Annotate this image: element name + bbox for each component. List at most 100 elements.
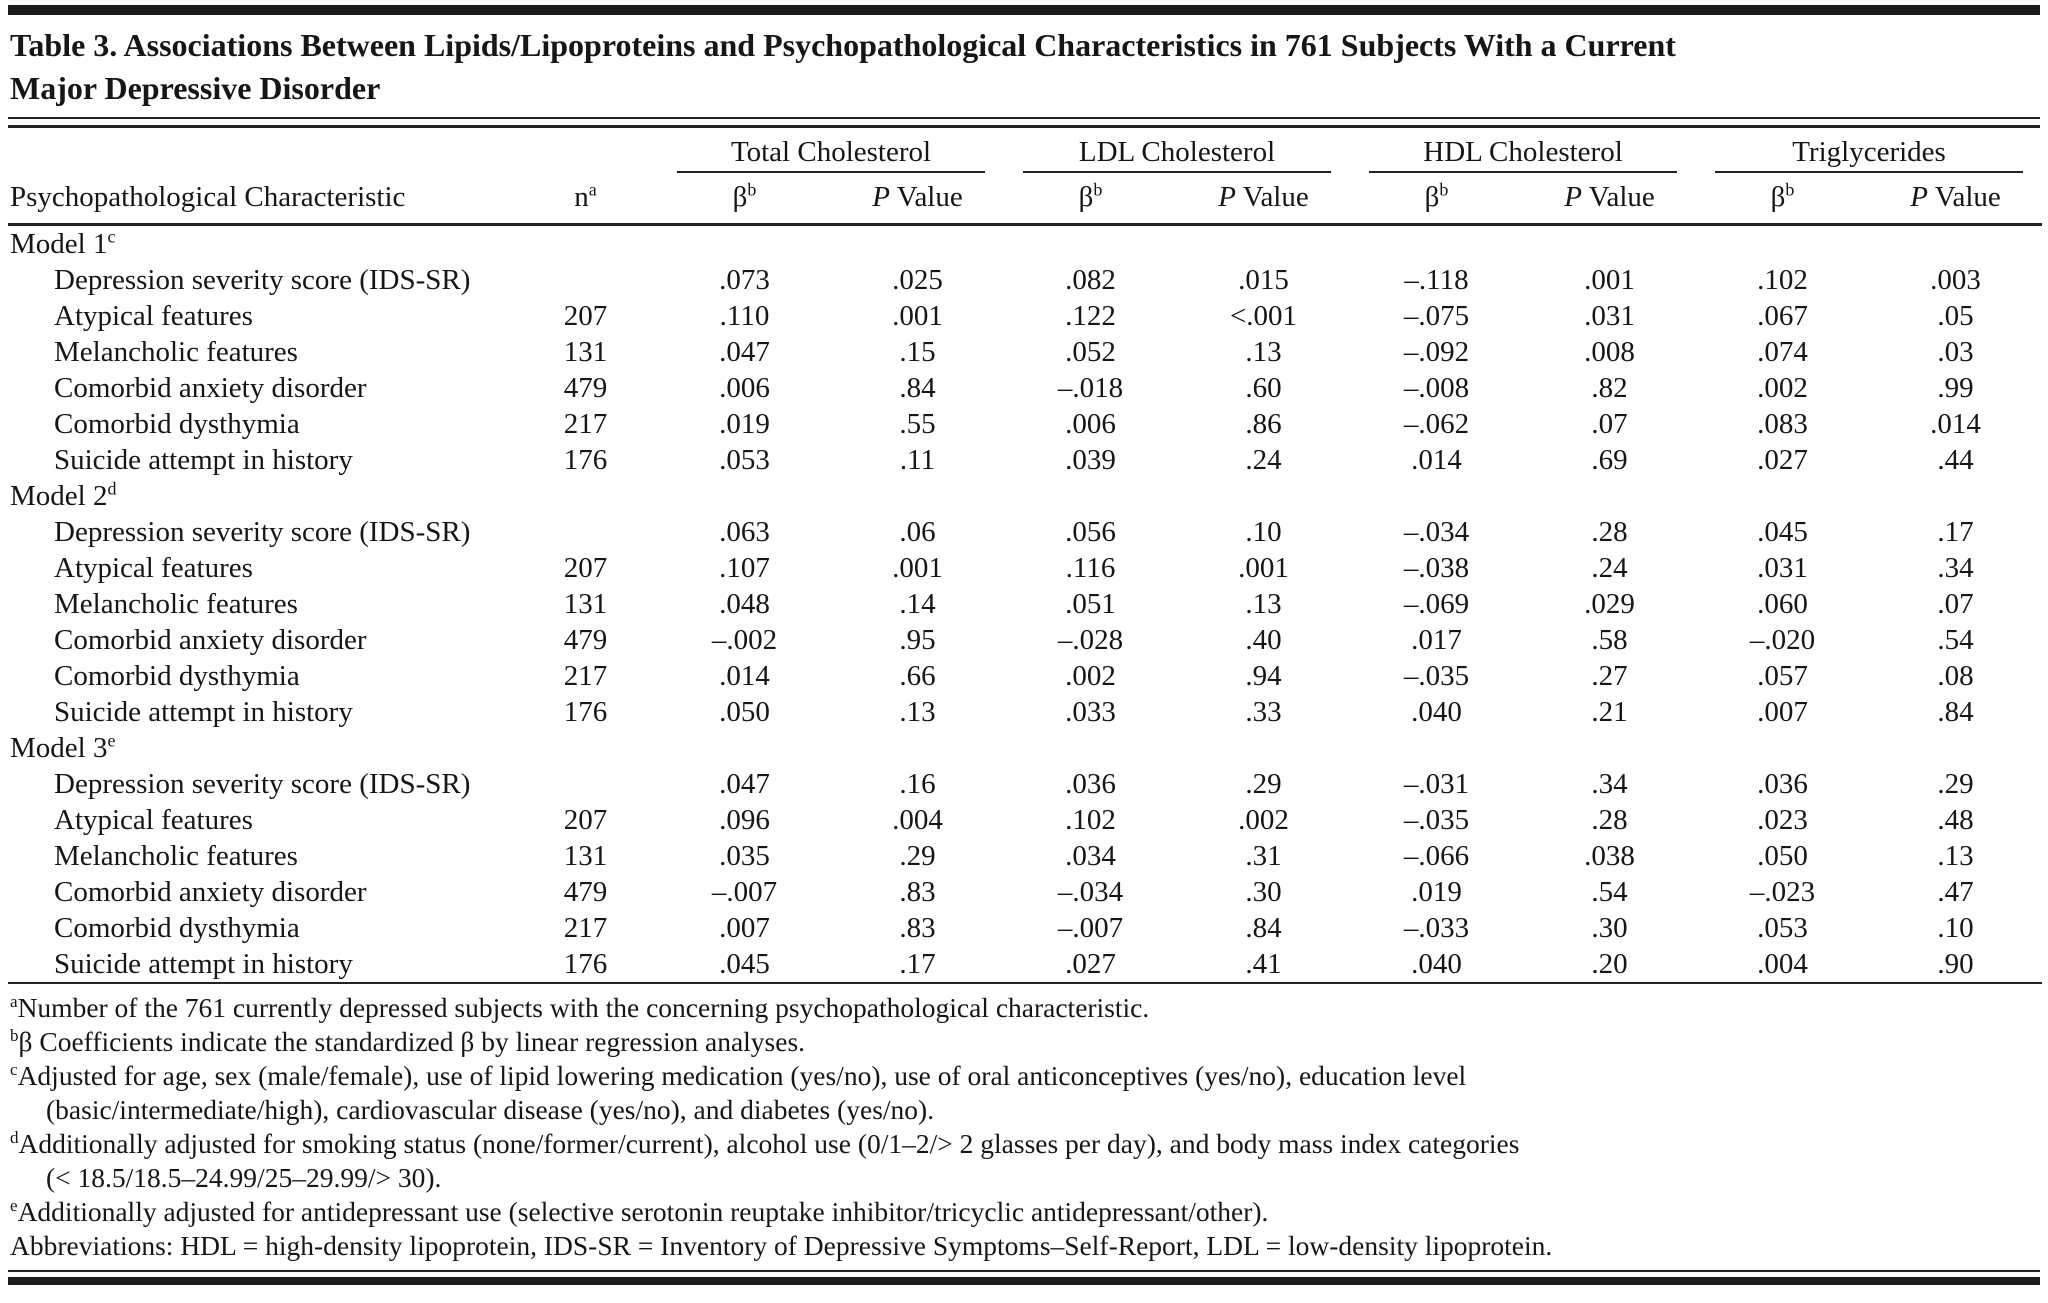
value-cell: .014	[1411, 444, 1462, 476]
value-cell: .003	[1930, 264, 1981, 296]
row-label-cell: Atypical features	[54, 804, 253, 836]
n-value-cell: 479	[563, 624, 608, 656]
value-cell: .14	[899, 588, 936, 620]
superscript-marker: d	[10, 1127, 19, 1147]
row-label-cell: Melancholic features	[54, 336, 298, 368]
value-cell: .84	[1245, 912, 1282, 944]
table-row: Comorbid dysthymia 217 .014 .66 .002 .94 –.035…	[8, 658, 2042, 694]
superscript-marker: e	[10, 1195, 18, 1215]
table-row: Suicide attempt in history 176.045.17.027…	[8, 946, 2043, 984]
footnote-line: aNumber of the 761 currently depressed s…	[10, 991, 1150, 1023]
table-row: Atypical features 207 .110 .001 .122 <.001 –.0…	[8, 298, 2042, 334]
value-cell: .007	[1757, 696, 1808, 728]
value-cell: .21	[1591, 696, 1628, 728]
value-cell: .025	[892, 264, 943, 296]
table-row: Atypical features 207 .096 .004 .102 .002 –.03…	[8, 802, 2042, 838]
n-value-cell: 131	[563, 588, 608, 620]
value-cell: .31	[1245, 840, 1282, 872]
superscript-marker: b	[1439, 179, 1449, 200]
n-value-cell: 176	[513, 946, 658, 984]
row-label-cell: Depression severity score (IDS-SR)	[54, 516, 471, 548]
value-cell: .082	[1065, 264, 1116, 296]
table-row: Depression severity score (IDS-SR) .073 .0…	[8, 262, 2042, 298]
value-cell: .83	[899, 912, 936, 944]
n-value-cell: 176	[563, 444, 608, 476]
footnote-line: Abbreviations: HDL = high-density lipopr…	[10, 1230, 1553, 1261]
n-value-cell: 217	[563, 912, 608, 944]
footnote-line: (< 18.5/18.5–24.99/25–29.99/> 30).	[46, 1162, 442, 1193]
model-section-row: Model 1c	[8, 225, 2042, 263]
value-cell: .47	[1937, 876, 1974, 908]
value-cell: .86	[1245, 408, 1282, 440]
group-header-underline: Triglycerides	[1715, 134, 2024, 173]
table-title-line2: Major Depressive Disorder	[10, 70, 381, 106]
table-row: Melancholic features 131 .035 .29 .034 .31 –.0…	[8, 838, 2042, 874]
value-cell: .031	[1757, 552, 1808, 584]
value-cell: –.062	[1403, 408, 1470, 440]
value-cell: .002	[1238, 804, 1289, 836]
table-title-line1: Table 3. Associations Between Lipids/Lip…	[10, 27, 1676, 63]
value-cell: <.001	[1229, 300, 1298, 332]
value-cell: .30	[1591, 912, 1628, 944]
value-cell: .07	[1937, 588, 1974, 620]
superscript-marker: b	[1093, 179, 1103, 200]
group-header-underline: HDL Cholesterol	[1369, 134, 1678, 173]
value-cell: .20	[1523, 946, 1697, 984]
pvalue-column-header: P Value	[1177, 174, 1351, 226]
table-row: Depression severity score (IDS-SR) .047 .1…	[8, 766, 2042, 802]
row-label-cell: Depression severity score (IDS-SR)	[54, 264, 471, 296]
value-cell: .039	[1065, 444, 1116, 476]
value-cell: –.066	[1403, 840, 1470, 872]
value-cell: .083	[1757, 408, 1808, 440]
value-cell: .94	[1245, 660, 1282, 692]
value-cell: .27	[1591, 660, 1628, 692]
group-header-underline: Total Cholesterol	[677, 134, 986, 173]
value-cell: –.118	[1404, 264, 1469, 296]
value-cell: .08	[1937, 660, 1974, 692]
value-cell: .55	[899, 408, 936, 440]
n-value-cell	[513, 514, 658, 550]
value-cell: –.034	[1057, 876, 1124, 908]
value-cell: .036	[1065, 768, 1116, 800]
pvalue-column-header: P Value	[831, 174, 1005, 226]
value-cell: –.035	[1403, 660, 1470, 692]
row-label-cell: Comorbid anxiety disorder	[54, 372, 367, 404]
value-cell: –.038	[1403, 552, 1470, 584]
group-header-label: Triglycerides	[1792, 136, 1946, 168]
value-cell: .48	[1937, 804, 1974, 836]
header-group-row: Total Cholesterol LDL Cholesterol HDL Chol…	[8, 128, 2042, 174]
value-cell: –.033	[1403, 912, 1470, 944]
table-row: Suicide attempt in history 176 .050 .13 .033…	[8, 694, 2042, 730]
characteristic-column-header: Psychopathological Characteristic	[8, 174, 513, 226]
value-cell: .067	[1757, 300, 1808, 332]
model-section-row: Model 3e	[8, 730, 2042, 766]
value-cell: .34	[1591, 768, 1628, 800]
value-cell: .063	[719, 516, 770, 548]
group-header-ldl-cholesterol: LDL Cholesterol	[1004, 128, 1350, 174]
value-cell: .33	[1245, 696, 1282, 728]
value-cell: .60	[1245, 372, 1282, 404]
bottom-rule	[8, 1277, 2040, 1285]
n-value-cell: 131	[563, 336, 608, 368]
value-cell: –.034	[1403, 516, 1470, 548]
table-row: Melancholic features 131 .048 .14 .051 .13 –.0…	[8, 586, 2042, 622]
row-label-cell: Comorbid anxiety disorder	[54, 624, 367, 656]
row-label-cell: Suicide attempt in history	[54, 444, 353, 476]
n-value-cell: 176	[563, 696, 608, 728]
value-cell: .54	[1591, 876, 1628, 908]
title-divider-rule	[8, 117, 2040, 128]
value-cell: .58	[1591, 624, 1628, 656]
beta-column-header: βb	[658, 174, 831, 226]
value-cell: .66	[899, 660, 936, 692]
table-title: Table 3. Associations Between Lipids/Lip…	[8, 15, 2040, 117]
group-header-total-cholesterol: Total Cholesterol	[658, 128, 1004, 174]
value-cell: .040	[1350, 946, 1524, 984]
corner-blank-cell	[8, 128, 513, 174]
value-cell: .045	[658, 946, 831, 984]
superscript-marker: a	[588, 179, 597, 200]
value-cell: .24	[1245, 444, 1282, 476]
table-row: Comorbid dysthymia 217 .019 .55 .006 .86 –.062…	[8, 406, 2042, 442]
value-cell: –.007	[711, 876, 778, 908]
value-cell: .038	[1584, 840, 1635, 872]
value-cell: .28	[1591, 516, 1628, 548]
